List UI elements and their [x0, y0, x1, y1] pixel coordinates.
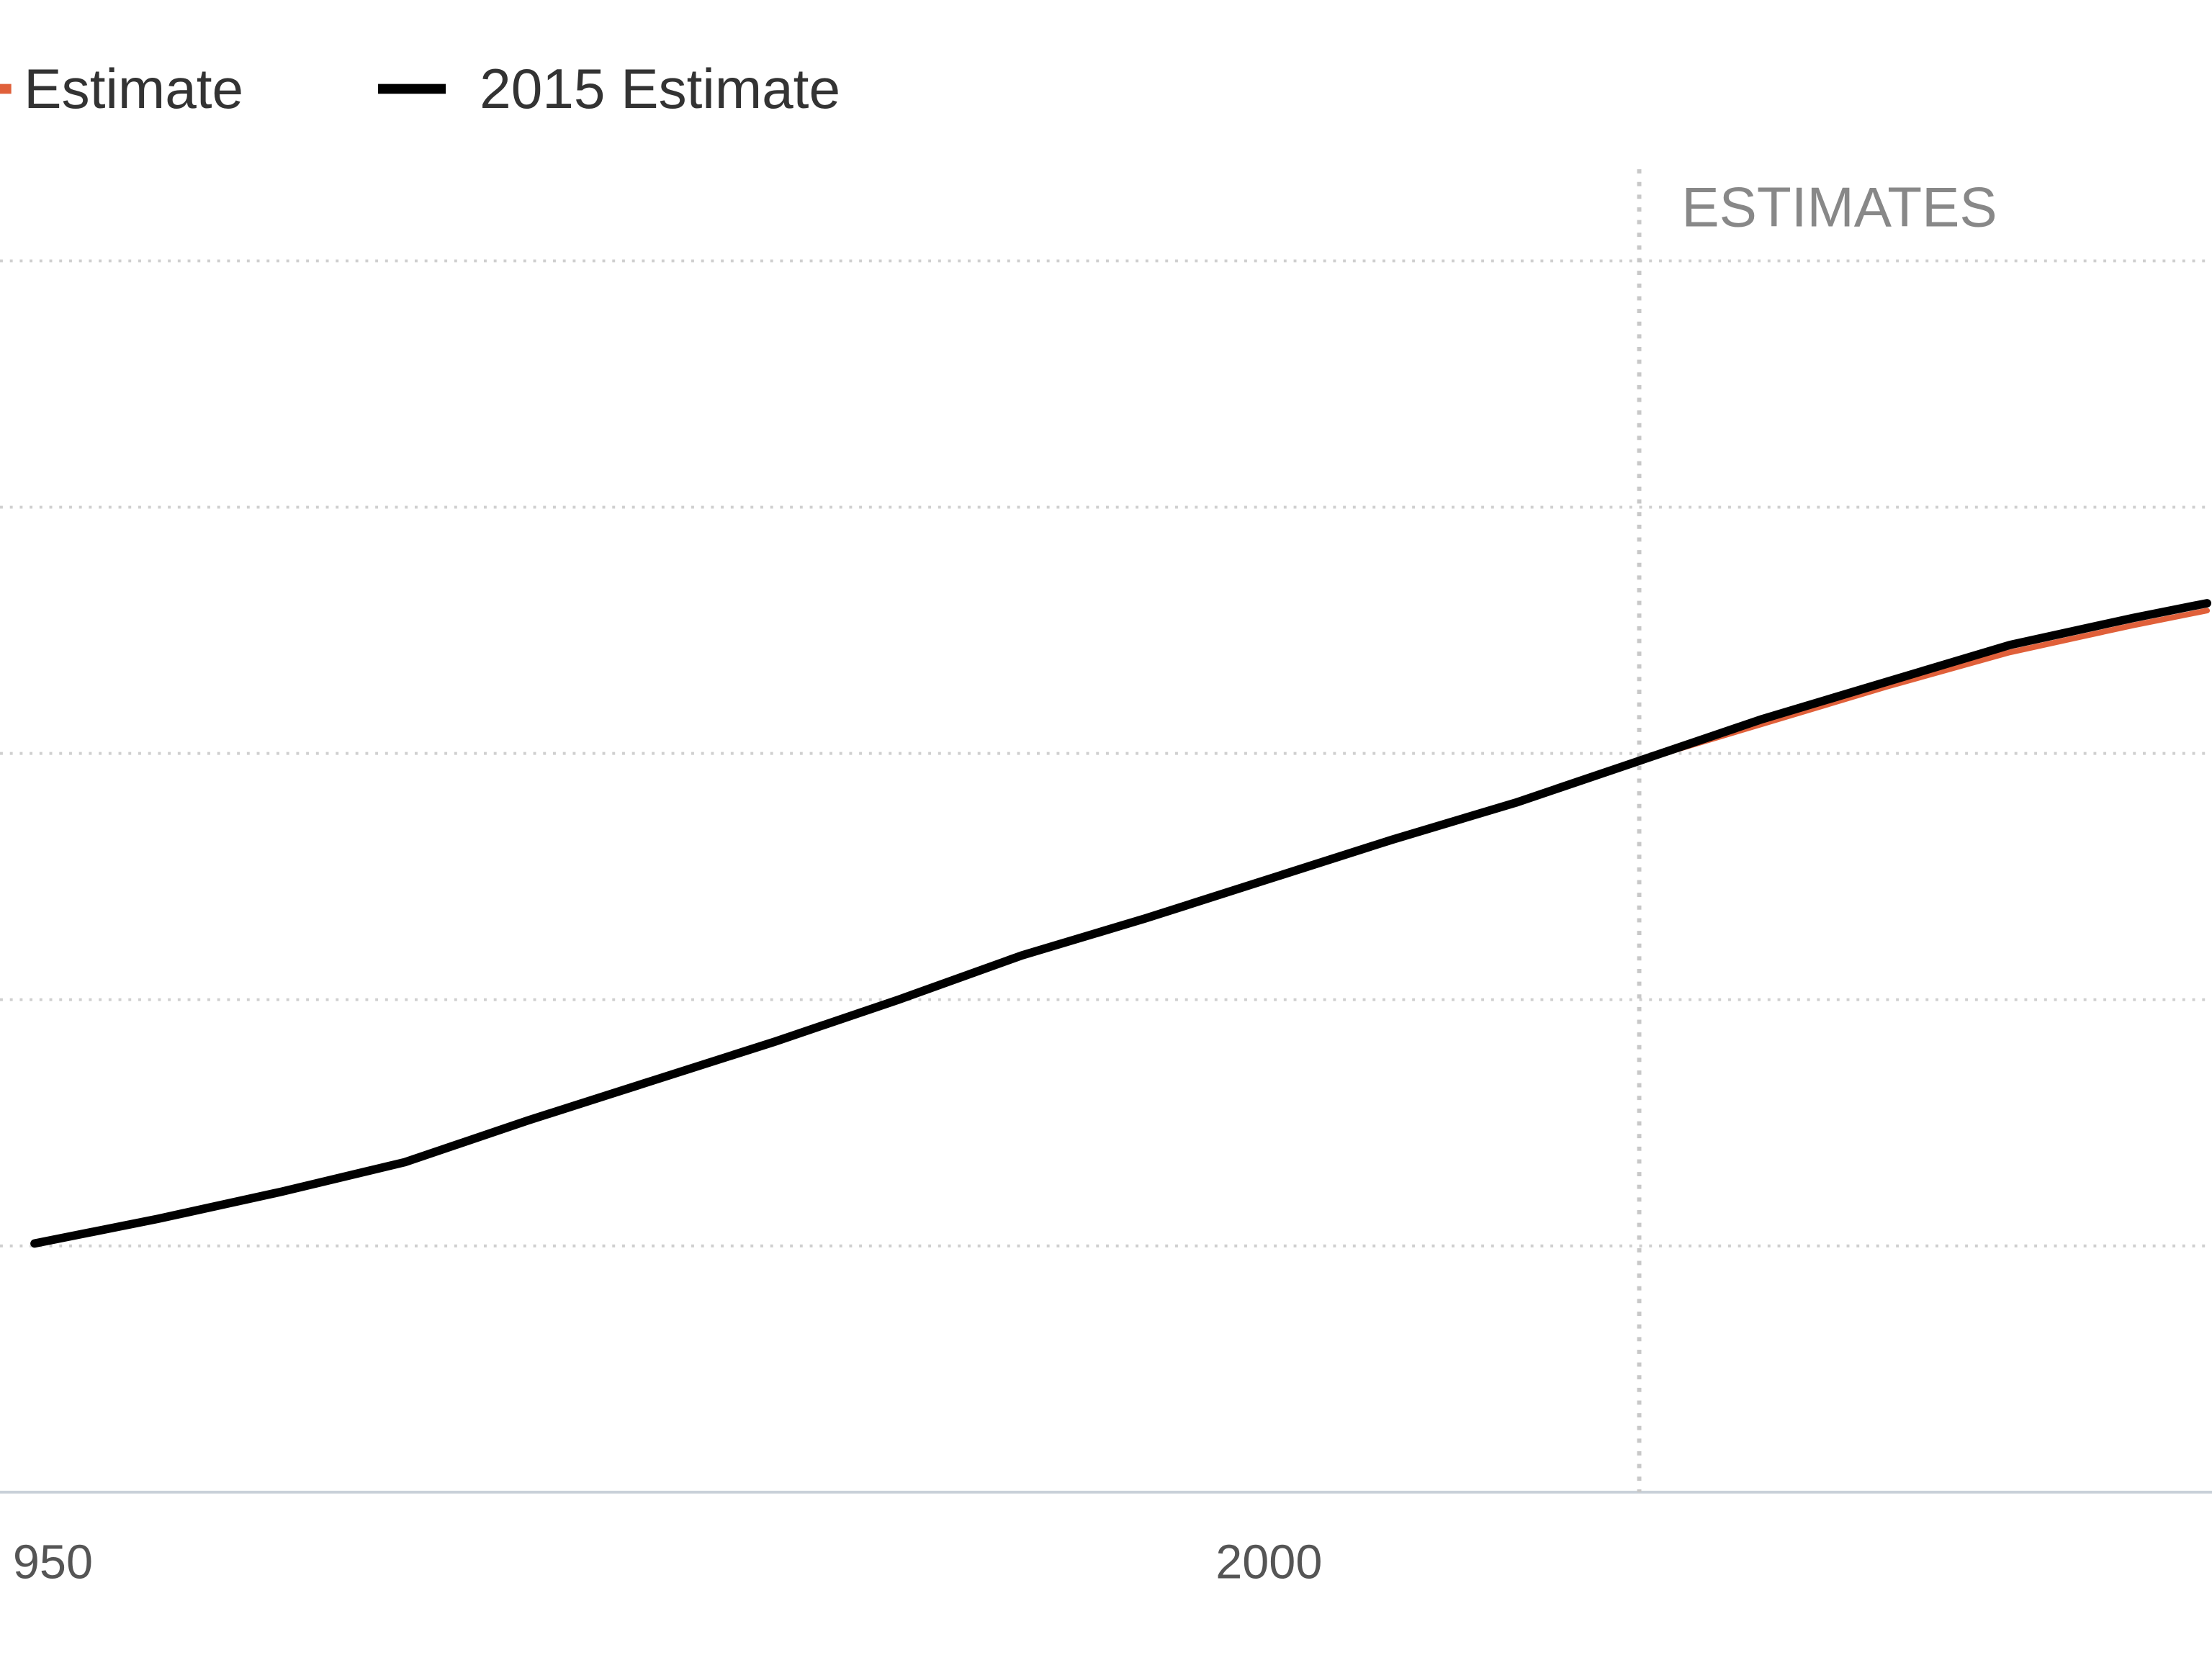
legend-label: 2015 Estimate — [480, 57, 840, 120]
x-tick-label: 950 — [13, 1535, 93, 1589]
annotation-label: ESTIMATES — [1681, 176, 1997, 239]
legend-label: Estimate — [24, 57, 243, 120]
series-line — [30, 599, 2212, 1248]
x-tick-label: 2000 — [1215, 1535, 1322, 1589]
